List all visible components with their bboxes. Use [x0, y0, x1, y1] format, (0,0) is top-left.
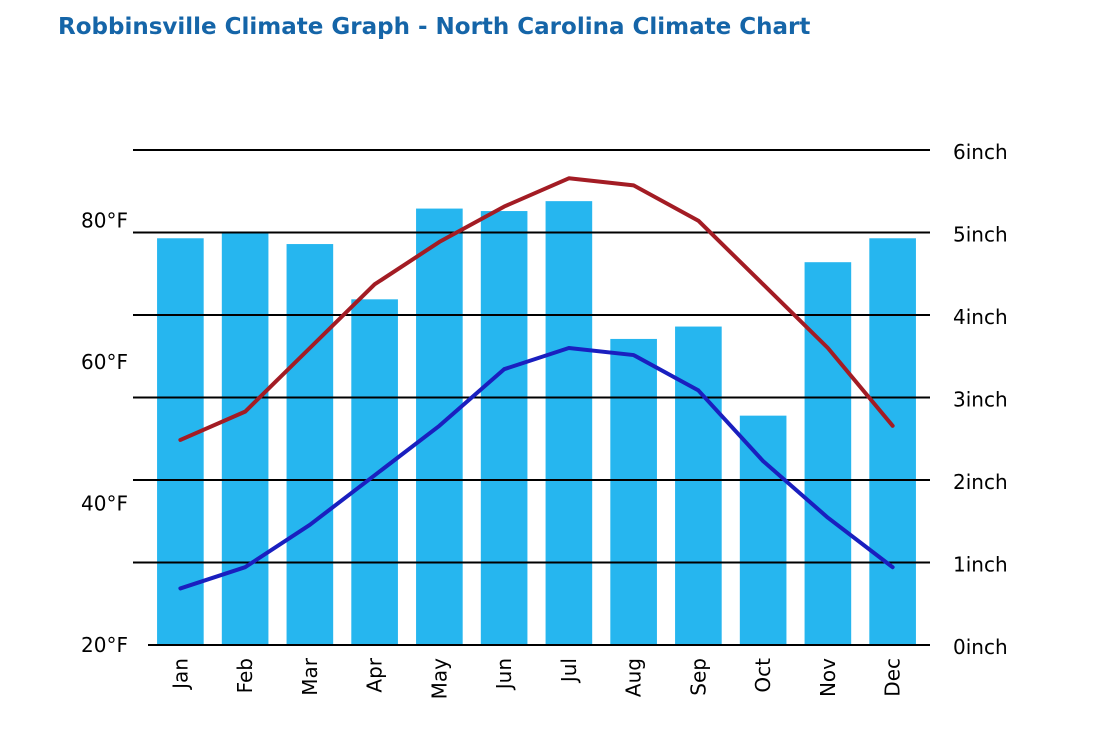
- left-tick-label-20: 20°F: [81, 633, 128, 657]
- precipitation-bars: [157, 201, 916, 646]
- x-tick-label-oct: Oct: [751, 658, 775, 693]
- precip-bar-dec: [869, 238, 916, 645]
- x-tick-label-dec: Dec: [881, 658, 905, 697]
- x-tick-label-jun: Jun: [492, 658, 516, 691]
- temp-high-line: [178, 176, 895, 442]
- right-tick-label-2: 2inch: [953, 470, 1008, 494]
- right-axis-precipitation: 0inch 1inch 2inch 3inch 4inch 5inch 6inch: [953, 140, 1008, 659]
- precip-bar-mar: [286, 244, 334, 646]
- x-tick-label-mar: Mar: [298, 657, 322, 696]
- precip-bar-jul: [545, 201, 593, 645]
- x-tick-label-nov: Nov: [816, 658, 840, 697]
- precip-bar-oct: [739, 415, 787, 645]
- x-axis-months: Jan Feb Mar Apr May Jun Jul Aug Sep Oct Nov Dec: [168, 657, 904, 699]
- temp-low-line: [178, 346, 895, 591]
- chart-title: Robbinsville Climate Graph - North Carol…: [58, 14, 811, 40]
- left-axis-temperature: 20°F 40°F 60°F 80°F: [81, 209, 128, 657]
- precip-bar-aug: [610, 338, 657, 645]
- right-tick-label-0: 0inch: [953, 635, 1008, 659]
- right-tick-label-6: 6inch: [953, 140, 1008, 164]
- right-tick-label-1: 1inch: [953, 553, 1008, 577]
- precip-bar-nov: [804, 262, 852, 645]
- left-tick-label-60: 60°F: [81, 350, 128, 374]
- x-tick-label-sep: Sep: [686, 658, 710, 696]
- right-tick-label-3: 3inch: [953, 388, 1008, 412]
- precip-bar-feb: [221, 231, 269, 645]
- right-tick-label-4: 4inch: [953, 305, 1008, 329]
- temperature-lines: [178, 176, 895, 591]
- x-tick-label-jan: Jan: [168, 658, 192, 691]
- x-tick-label-jul: Jul: [557, 658, 581, 684]
- left-tick-label-40: 40°F: [81, 492, 128, 516]
- x-tick-label-may: May: [427, 658, 451, 700]
- precip-bar-jun: [480, 211, 528, 646]
- left-tick-label-80: 80°F: [81, 209, 128, 233]
- x-tick-label-aug: Aug: [622, 658, 646, 697]
- x-tick-label-apr: Apr: [363, 657, 387, 692]
- precip-bar-sep: [675, 326, 722, 645]
- x-tick-label-feb: Feb: [233, 658, 257, 693]
- gridlines: [133, 149, 930, 646]
- precip-bar-apr: [351, 299, 398, 645]
- right-tick-label-5: 5inch: [953, 223, 1008, 247]
